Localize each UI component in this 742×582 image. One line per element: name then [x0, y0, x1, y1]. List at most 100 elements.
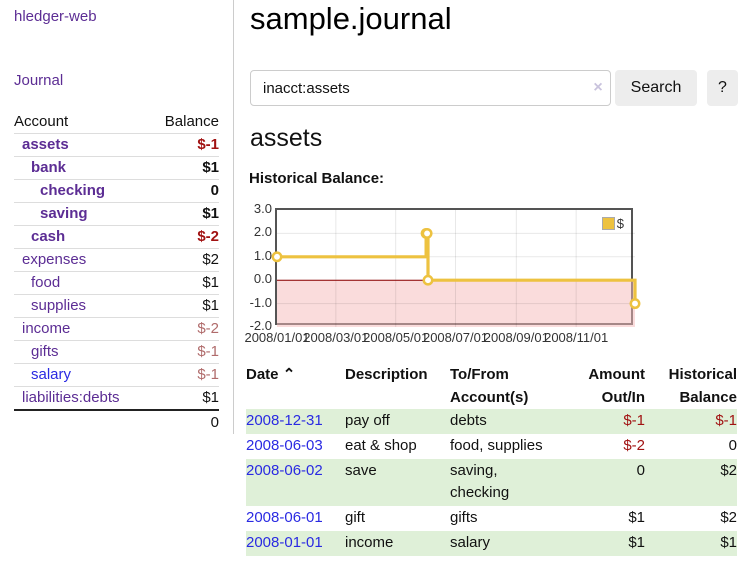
- accounts-body: assets $-1 bank $1 checking 0 saving $1 cash $-2 e…: [14, 133, 219, 410]
- transaction-date-cell: 2008-06-02: [246, 459, 345, 506]
- account-link[interactable]: gifts: [31, 343, 59, 360]
- transaction-row[interactable]: 2008-06-02 save saving, checking 0 $2: [246, 459, 737, 506]
- x-axis-tick: 2008/11/01: [544, 330, 609, 345]
- account-balance: $2: [149, 248, 219, 272]
- transaction-amount: $1: [628, 534, 645, 551]
- transaction-date-link[interactable]: 2008-06-03: [246, 437, 323, 454]
- search-input[interactable]: [250, 70, 611, 106]
- y-axis-tick: -1.0: [249, 294, 272, 310]
- transaction-accounts: saving, checking: [450, 462, 510, 501]
- chart-title: Historical Balance:: [249, 170, 385, 187]
- transaction-date-cell: 2008-06-01: [246, 506, 345, 531]
- account-row: income $-2: [14, 317, 219, 341]
- account-row: assets $-1: [14, 133, 219, 157]
- account-link[interactable]: income: [22, 320, 71, 337]
- transaction-row[interactable]: 2008-06-01 gift gifts $1 $2: [246, 506, 737, 531]
- account-row: bank $1: [14, 156, 219, 180]
- account-balance: $-1: [149, 363, 219, 387]
- account-row: salary $-1: [14, 363, 219, 387]
- search-button[interactable]: Search: [615, 70, 697, 106]
- transaction-amount: 0: [636, 462, 645, 479]
- transaction-description: eat & shop: [345, 437, 417, 454]
- account-balance: $1: [149, 386, 219, 410]
- account-row: gifts $-1: [14, 340, 219, 364]
- account-name-cell: expenses: [14, 248, 150, 272]
- account-link[interactable]: checking: [40, 182, 106, 199]
- y-axis-tick: 3.0: [253, 201, 272, 216]
- account-name-cell: food: [14, 271, 150, 295]
- spacer: [14, 409, 150, 434]
- account-name-cell: salary: [14, 363, 150, 387]
- clear-search-icon[interactable]: ×: [593, 79, 603, 96]
- transaction-description: save: [345, 462, 377, 479]
- account-link[interactable]: bank: [31, 159, 67, 176]
- sidebar-item-journal[interactable]: Journal: [14, 72, 64, 89]
- transaction-accounts: food, supplies: [450, 437, 543, 454]
- account-row: cash $-2: [14, 225, 219, 249]
- y-axis-tick: 1.0: [253, 247, 272, 263]
- col-tofrom-accounts: To/From Account(s): [450, 366, 529, 406]
- transaction-date-cell: 2008-06-03: [246, 434, 345, 459]
- account-balance: $1: [149, 294, 219, 318]
- accounts-header-row: Account Balance: [14, 111, 219, 134]
- transaction-description: income: [345, 534, 394, 551]
- app-brand-link[interactable]: hledger-web: [14, 8, 97, 25]
- register-body: 2008-12-31 pay off debts $-1 $-1 2008-06-03 ea…: [246, 409, 737, 556]
- x-axis-tick: 2008/05/01: [363, 330, 429, 345]
- account-balance: $-1: [149, 133, 219, 157]
- transaction-date-cell: 2008-12-31: [246, 409, 345, 434]
- account-balance: $-2: [149, 317, 219, 341]
- sort-ascending-icon[interactable]: ⌃: [282, 366, 296, 383]
- account-name-cell: gifts: [14, 340, 150, 364]
- transaction-row[interactable]: 2008-12-31 pay off debts $-1 $-1: [246, 409, 737, 434]
- account-link[interactable]: salary: [31, 366, 72, 383]
- transaction-amount: $1: [628, 509, 645, 526]
- accounts-col-balance: Balance: [164, 113, 219, 130]
- chart-canvas: [271, 210, 641, 327]
- transaction-date-link[interactable]: 2008-06-01: [246, 509, 323, 526]
- account-link[interactable]: saving: [40, 205, 88, 222]
- account-row: food $1: [14, 271, 219, 295]
- transaction-row[interactable]: 2008-01-01 income salary $1 $1: [246, 531, 737, 556]
- chart-plot-area[interactable]: $: [271, 208, 641, 327]
- account-name-cell: checking: [14, 179, 150, 203]
- account-row: supplies $1: [14, 294, 219, 318]
- transaction-date-link[interactable]: 2008-06-02: [246, 462, 323, 479]
- sidebar: hledger-web Journal Account Balance asse…: [0, 0, 234, 434]
- data-point-marker: [421, 227, 433, 239]
- account-name-cell: supplies: [14, 294, 150, 318]
- account-balance: 0: [149, 179, 219, 203]
- register-table: Date ⌃ Description To/From Account(s) Am…: [246, 363, 737, 556]
- legend-swatch-icon: [601, 217, 615, 230]
- accounts-col-account: Account: [14, 113, 69, 130]
- account-name-cell: income: [14, 317, 150, 341]
- account-row: checking 0: [14, 179, 219, 203]
- transaction-date-link[interactable]: 2008-12-31: [246, 412, 323, 429]
- col-historical-balance: Historical Balance: [668, 366, 737, 406]
- account-row: liabilities:debts $1: [14, 386, 219, 410]
- help-button[interactable]: ?: [707, 70, 738, 106]
- account-link[interactable]: liabilities:debts: [22, 389, 120, 406]
- transaction-date-link[interactable]: 2008-01-01: [246, 534, 323, 551]
- data-point-marker: [629, 298, 641, 310]
- data-point-marker: [271, 251, 283, 263]
- account-link[interactable]: assets: [22, 136, 69, 153]
- transaction-balance: $2: [720, 509, 737, 526]
- account-name-cell: bank: [14, 156, 150, 180]
- account-link[interactable]: expenses: [22, 251, 87, 268]
- account-name-cell: saving: [14, 202, 150, 226]
- accounts-total-row: 0: [14, 409, 219, 434]
- account-link[interactable]: food: [31, 274, 61, 291]
- x-axis-tick: 2008/03/01: [303, 330, 369, 345]
- x-axis-tick: 2008/07/01: [422, 330, 489, 345]
- account-balance: $1: [149, 202, 219, 226]
- transaction-row[interactable]: 2008-06-03 eat & shop food, supplies $-2 0: [246, 434, 737, 459]
- transaction-amount: $-2: [623, 437, 645, 454]
- account-link[interactable]: cash: [31, 228, 66, 245]
- transaction-accounts: salary: [450, 534, 491, 551]
- account-link[interactable]: supplies: [31, 297, 87, 314]
- account-row: saving $1: [14, 202, 219, 226]
- col-date[interactable]: Date ⌃: [246, 366, 296, 383]
- col-amount-outin: Amount Out/In: [588, 366, 645, 406]
- account-balance: $-2: [149, 225, 219, 249]
